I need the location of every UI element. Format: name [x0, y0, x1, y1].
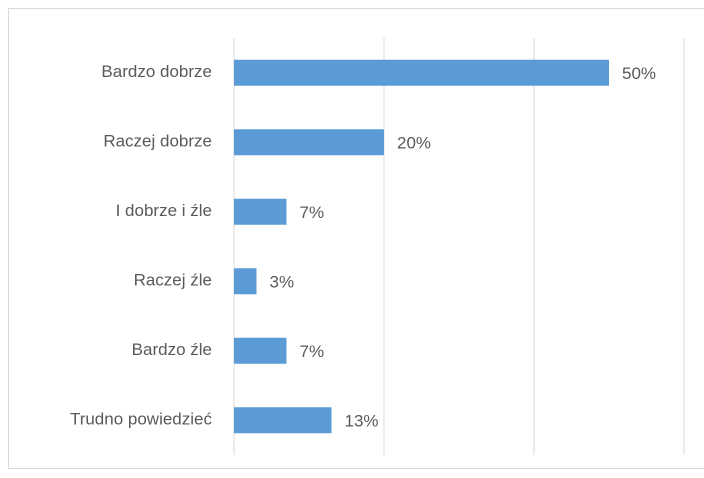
data-label: 50%	[622, 64, 656, 83]
data-label: 13%	[345, 412, 379, 431]
bar	[234, 337, 287, 364]
bar	[234, 407, 332, 434]
bar	[234, 268, 257, 295]
chart-border	[8, 8, 704, 469]
data-label: 3%	[270, 273, 295, 292]
bar	[234, 198, 287, 225]
y-tick-label: Bardzo dobrze	[101, 62, 212, 81]
bar	[234, 129, 384, 156]
y-tick-label: Raczej źle	[134, 271, 212, 290]
data-label: 7%	[300, 203, 325, 222]
y-tick-label: Trudno powiedzieć	[70, 410, 213, 429]
y-tick-label: I dobrze i źle	[116, 201, 212, 220]
y-tick-label: Raczej dobrze	[103, 132, 212, 151]
y-tick-label: Bardzo źle	[132, 340, 212, 359]
bar	[234, 59, 609, 86]
data-label: 20%	[397, 134, 431, 153]
data-label: 7%	[300, 342, 325, 361]
